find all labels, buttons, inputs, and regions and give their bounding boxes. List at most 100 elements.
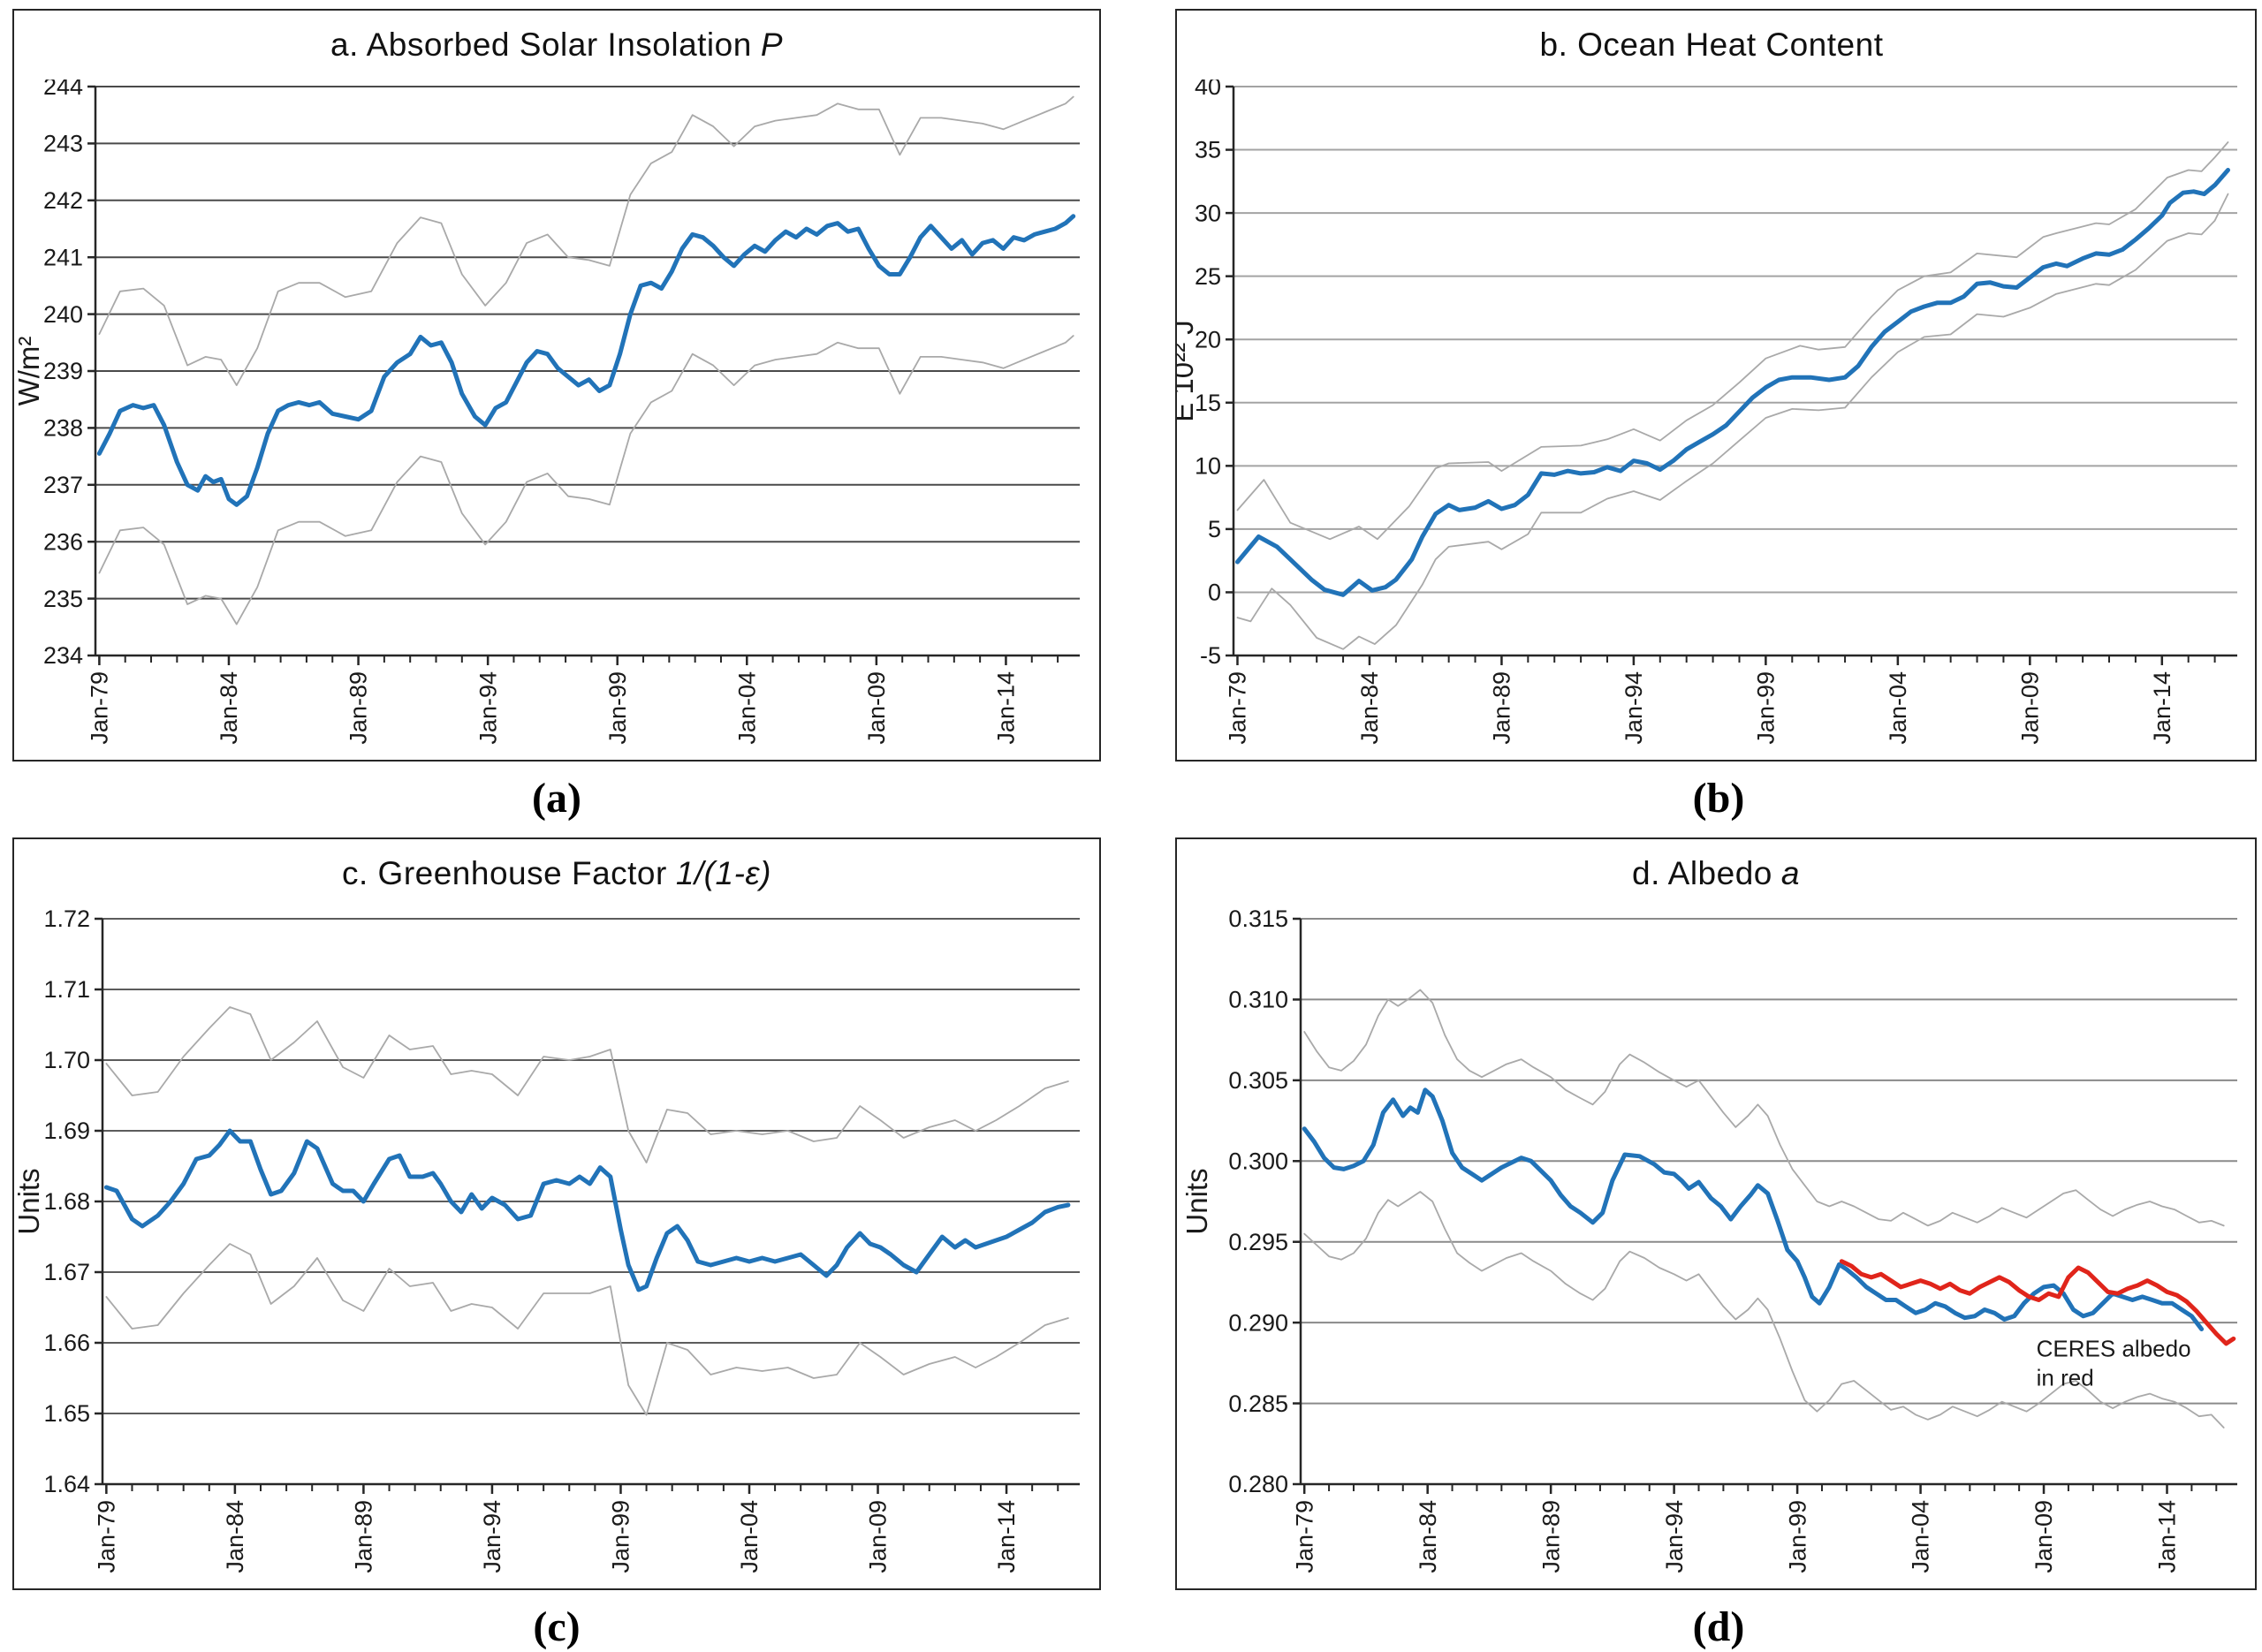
y-tick-label: 1.69 bbox=[43, 1118, 90, 1144]
x-tick-label: Jan-14 bbox=[2154, 1500, 2181, 1573]
ceres-annotation: in red bbox=[2037, 1365, 2094, 1391]
x-tick-label: Jan-99 bbox=[608, 1500, 634, 1573]
y-tick-label: 237 bbox=[43, 472, 83, 498]
y-tick-label: 234 bbox=[43, 642, 83, 669]
x-axis-ticks: Jan-79 Jan-84 Jan-89 Jan-94 Jan-99 Jan-04 Jan-… bbox=[94, 1484, 1059, 1573]
series-lower-uncertainty-bound bbox=[105, 1243, 1069, 1416]
series-upper-uncertainty-bound bbox=[1236, 141, 2229, 541]
panel-a-title: a. Absorbed Solar Insolation P bbox=[14, 11, 1099, 80]
series-greenhouse-factor bbox=[103, 1128, 1071, 1292]
x-tick-label: Jan-14 bbox=[2149, 671, 2175, 745]
y-tick-label: 40 bbox=[1195, 80, 1221, 100]
x-axis-ticks: Jan-79 Jan-84 Jan-89 Jan-94 Jan-99 Jan-04 Jan-… bbox=[1225, 655, 2216, 745]
series-lower-uncertainty-bound bbox=[1303, 1191, 2225, 1428]
series-upper-uncertainty-bound bbox=[1303, 989, 2225, 1227]
axes bbox=[1299, 919, 2237, 1486]
x-tick-label: Jan-84 bbox=[222, 1500, 248, 1573]
panel-d-title-text: d. Albedo bbox=[1632, 855, 1772, 891]
y-tick-label: 15 bbox=[1195, 390, 1221, 416]
x-tick-label: Jan-89 bbox=[345, 671, 372, 745]
axes bbox=[1232, 87, 2237, 657]
y-tick-label: 0.280 bbox=[1228, 1471, 1288, 1497]
gridlines bbox=[1301, 918, 2237, 1405]
x-axis-ticks: Jan-79 Jan-84 Jan-89 Jan-94 Jan-99 Jan-04 Jan-… bbox=[87, 655, 1059, 745]
y-axis-ticks: 234 235 236 237 238 239 240 241 242 243 244 bbox=[43, 80, 95, 669]
series-lower-uncertainty-bound bbox=[1236, 193, 2229, 650]
panel-ocean-heat-content: b. Ocean Heat Content -5 0 5 10 15 20 25 30 35 40… bbox=[1175, 9, 2257, 762]
x-tick-label: Jan-09 bbox=[865, 1500, 892, 1573]
x-tick-label: Jan-09 bbox=[863, 671, 890, 745]
caption-b: (b) bbox=[1692, 775, 1745, 822]
x-tick-label: Jan-94 bbox=[479, 1500, 505, 1573]
caption-d: (d) bbox=[1692, 1603, 1745, 1650]
caption-c: (c) bbox=[533, 1603, 581, 1650]
x-tick-label: Jan-79 bbox=[94, 1500, 120, 1573]
gridlines bbox=[102, 918, 1080, 1414]
y-tick-label: 1.68 bbox=[43, 1188, 90, 1215]
y-tick-label: 0.300 bbox=[1228, 1148, 1288, 1174]
x-tick-label: Jan-94 bbox=[474, 671, 501, 745]
gridlines bbox=[1233, 86, 2237, 594]
y-tick-label: 238 bbox=[43, 415, 83, 442]
y-tick-label: 242 bbox=[43, 187, 83, 214]
x-tick-label: Jan-99 bbox=[1753, 671, 1780, 745]
y-axis-label: W/m² bbox=[14, 337, 45, 406]
x-tick-label: Jan-94 bbox=[1621, 671, 1647, 745]
x-tick-label: Jan-04 bbox=[1885, 671, 1911, 745]
caption-a: (a) bbox=[532, 775, 581, 822]
y-tick-label: 239 bbox=[43, 358, 83, 384]
y-tick-label: 244 bbox=[43, 80, 83, 100]
y-tick-label: 241 bbox=[43, 244, 83, 270]
x-tick-label: Jan-79 bbox=[1225, 671, 1251, 745]
y-tick-label: 30 bbox=[1195, 200, 1221, 226]
panel-c-title: c. Greenhouse Factor 1/(1-ε) bbox=[14, 839, 1099, 908]
y-tick-label: 0 bbox=[1208, 580, 1221, 606]
x-tick-label: Jan-89 bbox=[1489, 671, 1515, 745]
x-tick-label: Jan-84 bbox=[216, 671, 242, 745]
y-tick-label: 0.310 bbox=[1228, 987, 1288, 1013]
series-albedo bbox=[1302, 1087, 2205, 1331]
y-tick-label: 0.315 bbox=[1228, 908, 1288, 932]
y-tick-label: -5 bbox=[1200, 642, 1221, 669]
y-tick-label: 25 bbox=[1195, 263, 1221, 290]
series-upper-uncertainty-bound bbox=[98, 95, 1074, 387]
y-tick-label: 240 bbox=[43, 301, 83, 328]
x-tick-label: Jan-09 bbox=[2030, 1500, 2057, 1573]
y-tick-label: 1.64 bbox=[43, 1471, 90, 1497]
x-tick-label: Jan-89 bbox=[1537, 1500, 1564, 1573]
series-lines bbox=[103, 1006, 1071, 1416]
x-tick-label: Jan-99 bbox=[604, 671, 631, 745]
x-tick-label: Jan-04 bbox=[1908, 1500, 1934, 1573]
x-axis-ticks: Jan-79 Jan-84 Jan-89 Jan-94 Jan-99 Jan-04 Jan-… bbox=[1291, 1484, 2218, 1573]
panel-b-title: b. Ocean Heat Content bbox=[1177, 11, 2255, 80]
y-tick-label: 0.305 bbox=[1228, 1067, 1288, 1094]
panel-d-chart: 0.280 0.285 0.290 0.295 0.300 0.305 0.310 0.315… bbox=[1180, 908, 2237, 1573]
y-tick-label: 1.66 bbox=[43, 1330, 90, 1356]
y-axis-ticks: -5 0 5 10 15 20 25 30 35 40 bbox=[1195, 80, 1233, 669]
panel-c-chart: 1.64 1.65 1.66 1.67 1.68 1.69 1.70 1.71 1.72 Jan-… bbox=[14, 908, 1080, 1573]
y-tick-label: 0.295 bbox=[1228, 1229, 1288, 1255]
y-tick-label: 243 bbox=[43, 131, 83, 157]
y-axis-label: E 10²² J bbox=[1177, 320, 1199, 422]
panel-b-title-text: b. Ocean Heat Content bbox=[1539, 27, 1884, 63]
y-tick-label: 235 bbox=[43, 586, 83, 612]
series-ceres-albedo bbox=[1839, 1259, 2236, 1346]
x-tick-label: Jan-14 bbox=[993, 1500, 1020, 1573]
y-tick-label: 236 bbox=[43, 528, 83, 555]
y-tick-label: 1.72 bbox=[43, 908, 90, 932]
series-lines bbox=[1235, 141, 2230, 650]
panel-a-title-symbol: P bbox=[760, 27, 783, 63]
y-tick-label: 1.65 bbox=[43, 1400, 90, 1427]
x-tick-label: Jan-79 bbox=[87, 671, 113, 745]
y-axis-label: Units bbox=[14, 1168, 45, 1234]
y-tick-label: 0.285 bbox=[1228, 1391, 1288, 1417]
x-tick-label: Jan-09 bbox=[2017, 671, 2044, 745]
x-tick-label: Jan-04 bbox=[733, 671, 760, 745]
x-tick-label: Jan-89 bbox=[351, 1500, 377, 1573]
y-axis-ticks: 1.64 1.65 1.66 1.67 1.68 1.69 1.70 1.71 1.72 bbox=[43, 908, 102, 1497]
panel-greenhouse-factor: c. Greenhouse Factor 1/(1-ε) 1.64 1.65 1.6… bbox=[12, 837, 1101, 1590]
panel-albedo: d. Albedo a 0.280 0.285 0.290 0.295 0.300 0.3… bbox=[1175, 837, 2257, 1590]
x-tick-label: Jan-04 bbox=[736, 1500, 763, 1573]
gridlines bbox=[95, 86, 1080, 600]
